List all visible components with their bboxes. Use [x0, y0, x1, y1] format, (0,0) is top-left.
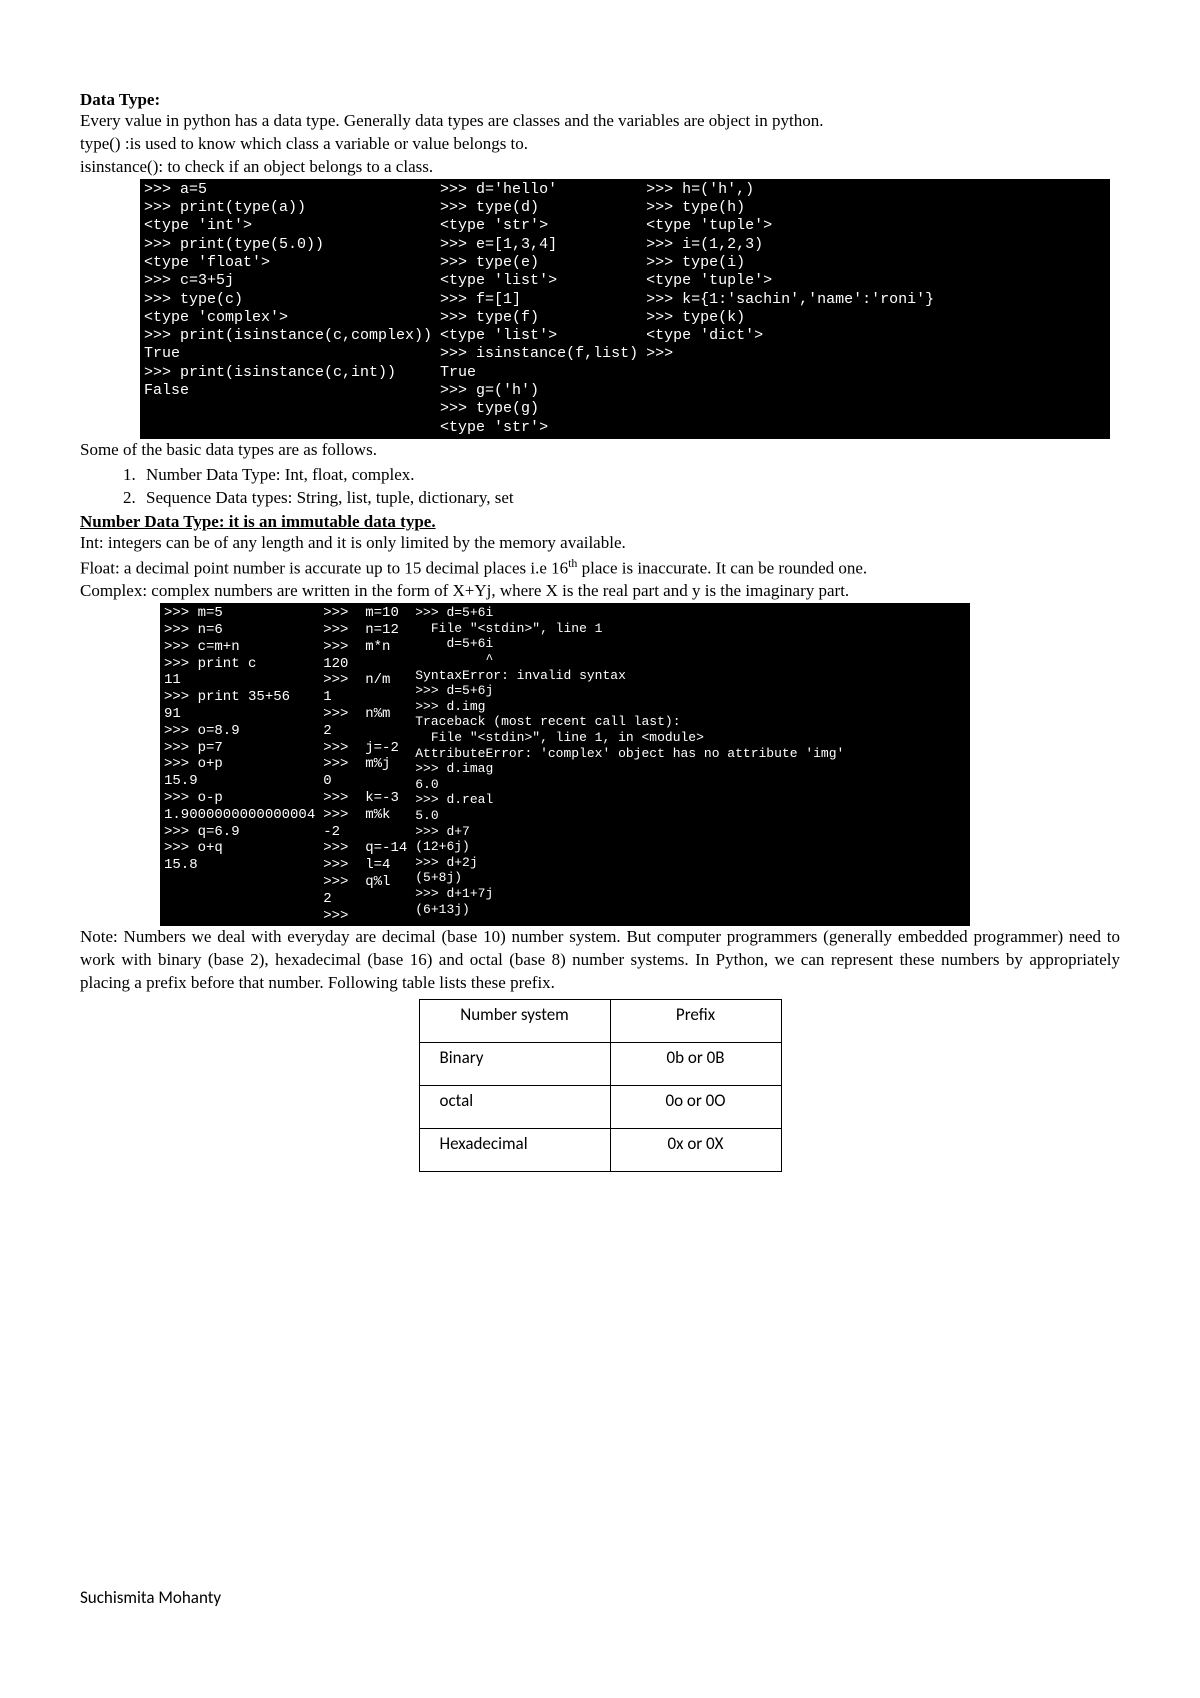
table-row: Binary 0b or 0B — [419, 1043, 781, 1086]
list-item: Number Data Type: Int, float, complex. — [140, 464, 1120, 487]
table-header-row: Number system Prefix — [419, 1000, 781, 1043]
terminal-2-col-3: >>> d=5+6i File "<stdin>", line 1 d=5+6i… — [411, 603, 848, 926]
float-text-a: Float: a decimal point number is accurat… — [80, 558, 568, 577]
table-row: Hexadecimal 0x or 0X — [419, 1129, 781, 1172]
table-cell: 0x or 0X — [610, 1129, 781, 1172]
footer-author: Suchismita Mohanty — [80, 1587, 221, 1608]
float-text-b: place is inaccurate. It can be rounded o… — [577, 558, 867, 577]
table-cell: octal — [419, 1086, 610, 1129]
intro-paragraph-3: isinstance(): to check if an object belo… — [80, 156, 1120, 179]
table-header-cell: Number system — [419, 1000, 610, 1043]
table-cell: Binary — [419, 1043, 610, 1086]
document-page: Data Type: Every value in python has a d… — [0, 0, 1200, 1698]
data-type-list: Number Data Type: Int, float, complex. S… — [80, 464, 1120, 510]
after-terminal-text: Some of the basic data types are as foll… — [80, 439, 1120, 462]
int-description: Int: integers can be of any length and i… — [80, 532, 1120, 555]
terminal-screenshot-1: >>> a=5 >>> print(type(a)) <type 'int'> … — [140, 179, 1110, 439]
prefix-table: Number system Prefix Binary 0b or 0B oct… — [419, 999, 782, 1172]
terminal-screenshot-2: >>> m=5 >>> n=6 >>> c=m+n >>> print c 11… — [160, 603, 970, 926]
intro-paragraph-2: type() :is used to know which class a va… — [80, 133, 1120, 156]
list-item: Sequence Data types: String, list, tuple… — [140, 487, 1120, 510]
terminal-2-col-1: >>> m=5 >>> n=6 >>> c=m+n >>> print c 11… — [160, 603, 319, 926]
terminal-2-col-2: >>> m=10 >>> n=12 >>> m*n 120 >>> n/m 1 … — [319, 603, 411, 926]
table-row: octal 0o or 0O — [419, 1086, 781, 1129]
float-sup: th — [568, 556, 577, 570]
section-heading: Data Type: — [80, 90, 1120, 110]
terminal-1-col-1: >>> a=5 >>> print(type(a)) <type 'int'> … — [140, 179, 436, 439]
table-cell: Hexadecimal — [419, 1129, 610, 1172]
terminal-1-col-2: >>> d='hello' >>> type(d) <type 'str'> >… — [436, 179, 642, 439]
terminal-1-col-3: >>> h=('h',) >>> type(h) <type 'tuple'> … — [642, 179, 1110, 439]
note-paragraph: Note: Numbers we deal with everyday are … — [80, 926, 1120, 995]
intro-paragraph-1: Every value in python has a data type. G… — [80, 110, 1120, 133]
table-cell: 0o or 0O — [610, 1086, 781, 1129]
table-cell: 0b or 0B — [610, 1043, 781, 1086]
complex-description: Complex: complex numbers are written in … — [80, 580, 1120, 603]
float-description: Float: a decimal point number is accurat… — [80, 555, 1120, 581]
table-header-cell: Prefix — [610, 1000, 781, 1043]
number-data-type-heading: Number Data Type: it is an immutable dat… — [80, 512, 1120, 532]
